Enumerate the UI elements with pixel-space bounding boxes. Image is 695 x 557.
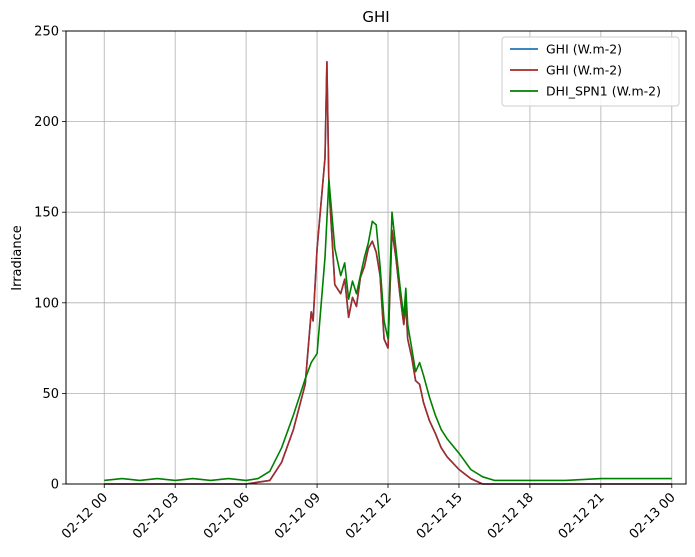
y-tick-label: 250	[34, 25, 59, 40]
y-tick-label: 0	[51, 478, 59, 493]
y-tick-label: 200	[34, 115, 59, 130]
legend-label: DHI_SPN1 (W.m-2)	[546, 84, 661, 99]
y-tick-label: 100	[34, 296, 59, 311]
axes-frame	[65, 30, 687, 485]
legend-label: GHI (W.m-2)	[546, 42, 622, 57]
y-tick-label: 150	[34, 206, 59, 221]
y-axis-label: Irradiance	[10, 225, 25, 290]
chart-title: GHI	[362, 8, 389, 26]
y-tick-label: 50	[42, 387, 59, 402]
legend-box	[501, 36, 680, 107]
y-axis: 0 50 100 150 200 250	[34, 25, 66, 493]
series-line-1	[104, 60, 672, 485]
plot-area	[104, 60, 672, 485]
series-line-2	[104, 178, 672, 482]
legend[interactable]: GHI (W.m-2) GHI (W.m-2) DHI_SPN1 (W.m-2)	[501, 36, 680, 107]
legend-label: GHI (W.m-2)	[546, 63, 622, 78]
